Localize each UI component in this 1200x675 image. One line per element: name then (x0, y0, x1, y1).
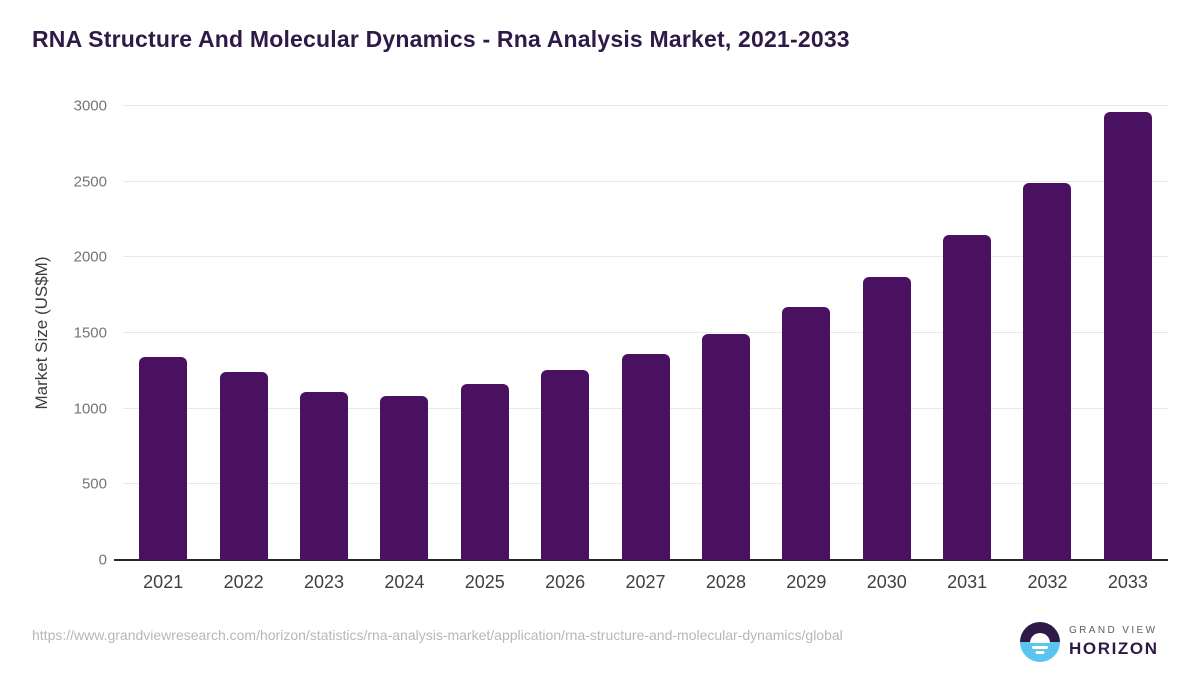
logo-bottom-text: HORIZON (1069, 639, 1159, 658)
y-axis-ticks: 0 500 1000 1500 2000 2500 3000 (0, 98, 107, 569)
horizon-sunrise-icon (1020, 622, 1060, 662)
bar-2021[interactable] (139, 357, 188, 560)
y-tick-label: 1000 (73, 400, 107, 418)
gridline (123, 332, 1168, 333)
reflection-line (1032, 646, 1048, 649)
bar-slot: 2024 (364, 106, 444, 592)
bar-slot: 2021 (123, 106, 203, 592)
x-tick-label: 2031 (947, 572, 988, 592)
source-url: https://www.grandviewresearch.com/horizo… (32, 627, 843, 643)
x-axis-line (114, 559, 1168, 561)
bar-slot: 2031 (927, 106, 1007, 592)
bar-2028[interactable] (701, 333, 750, 560)
bar-2023[interactable] (299, 391, 348, 560)
sun-dome-shape (1030, 633, 1050, 643)
x-tick-label: 2028 (705, 572, 746, 592)
bar-2031[interactable] (943, 235, 992, 560)
bar-slot: 2033 (1088, 106, 1168, 592)
bar-slot: 2032 (1007, 106, 1087, 592)
x-tick-label: 2023 (303, 572, 344, 592)
x-tick-label: 2022 (223, 572, 264, 592)
logo-top-text: GRAND VIEW (1069, 625, 1158, 636)
chart-title: RNA Structure And Molecular Dynamics - R… (32, 26, 850, 52)
x-tick-label: 2027 (625, 572, 666, 592)
bar-2030[interactable] (862, 276, 911, 560)
x-tick-label: 2021 (143, 572, 184, 592)
y-tick-label: 500 (81, 475, 107, 493)
y-tick-label: 0 (98, 551, 107, 569)
reflection-line (1035, 651, 1045, 654)
bars: 2021 2022 2023 2024 2025 2026 2027 2028 2029 2030… (123, 106, 1168, 592)
bar-2032[interactable] (1023, 182, 1072, 560)
logo-text: GRAND VIEW HORIZON (1069, 625, 1159, 659)
x-tick-label: 2029 (786, 572, 827, 592)
y-tick-label: 3000 (73, 97, 107, 115)
bar-slot: 2028 (686, 106, 766, 592)
x-tick-label: 2025 (464, 572, 505, 592)
y-tick-label: 1500 (73, 324, 107, 342)
bar-slot: 2025 (445, 106, 525, 592)
bar-2022[interactable] (219, 372, 268, 560)
x-tick-label: 2032 (1027, 572, 1068, 592)
bar-slot: 2023 (284, 106, 364, 592)
y-tick-label: 2500 (73, 173, 107, 191)
bar-2026[interactable] (541, 370, 590, 560)
gridline (123, 180, 1168, 182)
bar-2025[interactable] (460, 384, 509, 560)
grand-view-horizon-logo: GRAND VIEW HORIZON (1020, 622, 1159, 662)
x-tick-label: 2024 (384, 572, 425, 592)
plot-area: 2021 2022 2023 2024 2025 2026 2027 2028 2029 2030… (123, 105, 1168, 592)
x-tick-label: 2030 (866, 572, 907, 592)
bar-2029[interactable] (782, 307, 831, 560)
bar-slot: 2027 (605, 106, 685, 592)
bar-slot: 2029 (766, 106, 846, 592)
bar-slot: 2026 (525, 106, 605, 592)
gridline (123, 105, 1168, 106)
gridline (123, 256, 1168, 258)
bar-slot: 2030 (847, 106, 927, 592)
y-tick-label: 2000 (73, 248, 107, 266)
x-tick-label: 2026 (545, 572, 586, 592)
bar-2033[interactable] (1103, 111, 1152, 560)
bar-slot: 2022 (203, 106, 283, 592)
bar-2024[interactable] (380, 395, 429, 560)
x-tick-label: 2033 (1107, 572, 1148, 592)
bar-2027[interactable] (621, 354, 670, 560)
